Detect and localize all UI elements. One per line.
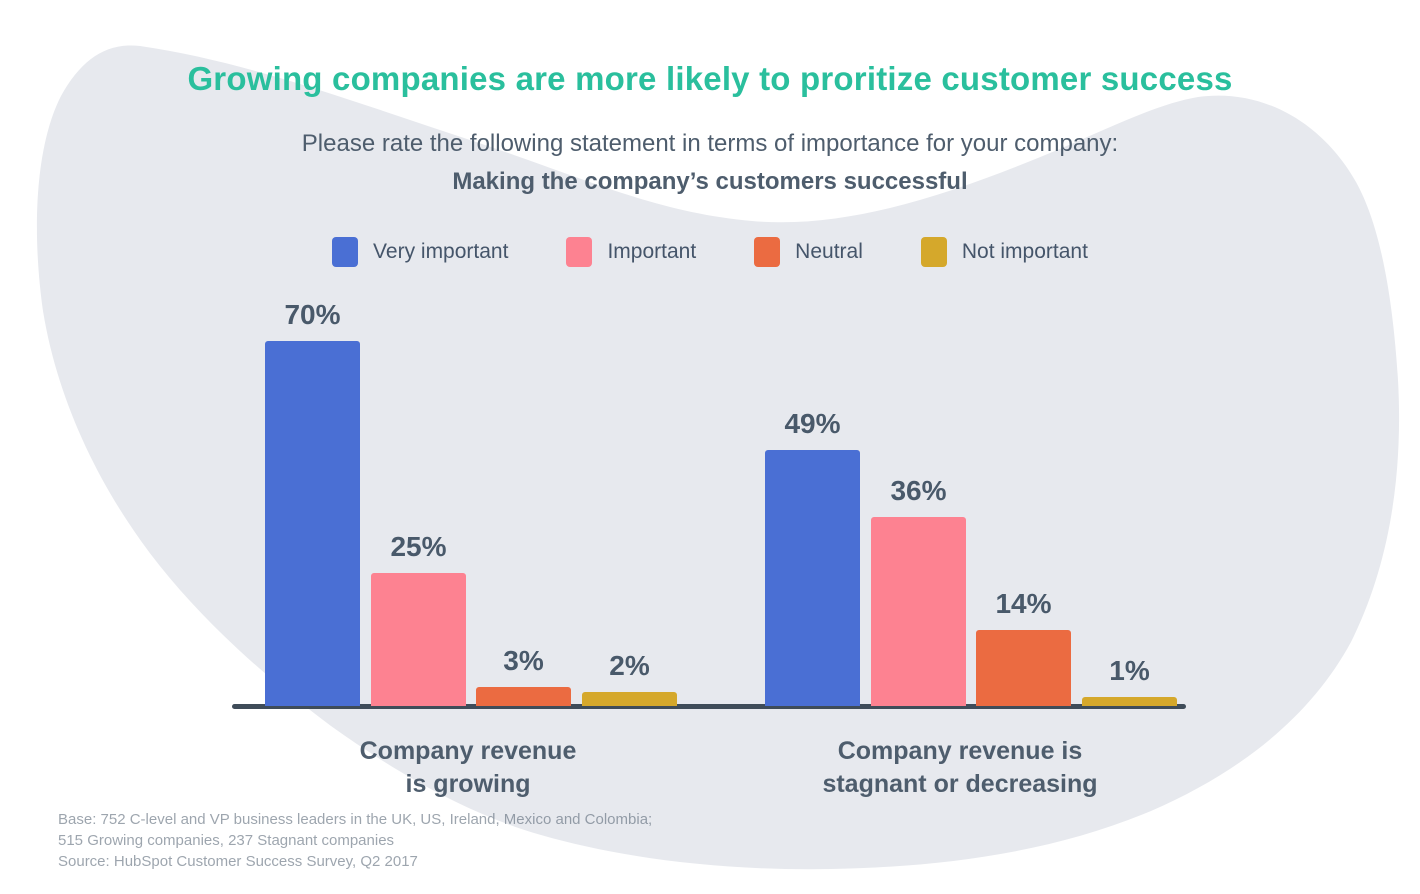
bar-value-label: 1% [1109, 655, 1150, 686]
bar-important-group2 [871, 517, 966, 706]
legend-label: Important [607, 240, 697, 263]
source-note-line: Base: 752 C-level and VP business leader… [58, 811, 653, 828]
bar-neutral-group2 [976, 630, 1071, 706]
x-axis-label-stagnant: Company revenue is stagnant or decreasin… [720, 735, 1200, 801]
bar-value-label: 25% [390, 531, 447, 562]
legend-swatch-icon [566, 237, 593, 267]
legend-label: Very important [373, 240, 509, 263]
x-axis-label-line: Company revenue is [837, 737, 1083, 765]
legend-item: Not important [920, 237, 1088, 267]
source-note-line: Source: HubSpot Customer Success Survey,… [58, 853, 418, 870]
legend-item: Neutral [754, 237, 863, 267]
bar-neutral-group1 [476, 687, 571, 706]
bar-chart-plot: 70% 49% 25% 36% 3% 14% 2% 1% [232, 280, 1186, 709]
legend-label: Neutral [795, 240, 863, 263]
bar-value-label: 2% [609, 650, 650, 681]
legend-label: Not important [961, 240, 1088, 263]
legend-swatch-icon [920, 237, 947, 267]
bar-value-label: 14% [995, 588, 1052, 619]
x-axis-line [232, 704, 1186, 709]
bar-not-important-group1 [582, 692, 677, 706]
bar-value-label: 36% [890, 475, 947, 506]
bar-value-label: 70% [284, 299, 341, 330]
legend-swatch-icon [754, 237, 781, 267]
chart-title: Growing companies are more likely to pro… [187, 60, 1233, 97]
chart-subtitle: Please rate the following statement in t… [301, 130, 1119, 157]
source-note-line: 515 Growing companies, 237 Stagnant comp… [58, 832, 395, 849]
source-note: Base: 752 C-level and VP business leader… [58, 809, 652, 872]
bar-not-important-group2 [1082, 697, 1177, 706]
x-axis-label-line: Company revenue [359, 737, 577, 765]
legend-item: Important [566, 237, 696, 267]
bar-value-label: 3% [503, 645, 544, 676]
chart-subtitle-statement: Making the company’s customers successfu… [452, 168, 968, 195]
legend-swatch-icon [332, 237, 359, 267]
legend-item: Very important [332, 237, 508, 267]
bar-very-important-group1 [265, 341, 360, 706]
x-axis-label-growing: Company revenue is growing [228, 735, 708, 801]
chart-legend: Very important Important Neutral Not import… [0, 237, 1420, 267]
bar-important-group1 [371, 573, 466, 706]
x-axis-label-line: stagnant or decreasing [822, 770, 1098, 798]
x-axis-label-line: is growing [405, 770, 531, 798]
bar-very-important-group2 [765, 450, 860, 706]
bar-value-label: 49% [784, 408, 841, 439]
